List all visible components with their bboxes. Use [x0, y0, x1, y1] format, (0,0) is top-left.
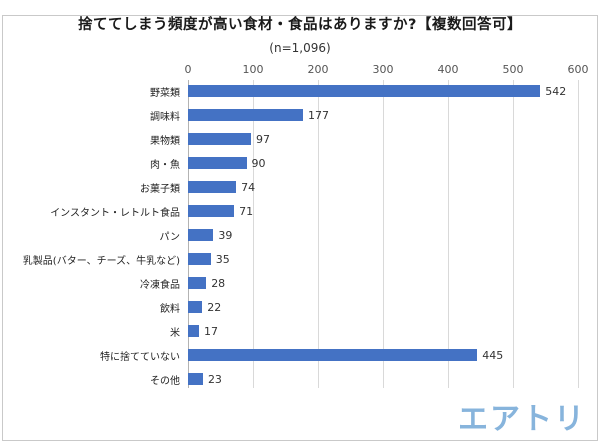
bar-row: 調味料 177	[0, 103, 600, 127]
bar-track: 17	[188, 325, 578, 337]
value-label: 97	[256, 132, 271, 146]
category-label: 米	[170, 327, 180, 339]
bar-row: 米 17	[0, 319, 600, 343]
bar-track: 542	[188, 85, 578, 97]
x-tick-label: 300	[372, 63, 394, 76]
bar-row: インスタント・レトルト食品 71	[0, 199, 600, 223]
bar	[188, 157, 247, 169]
category-label: その他	[150, 375, 180, 387]
bar-row: お菓子類 74	[0, 175, 600, 199]
bar-chart: 0 100 200 300 400 500 600 野菜類 542 調味料 177 果物類 97 肉・魚…	[0, 63, 600, 391]
bar	[188, 109, 304, 121]
value-label: 90	[251, 156, 266, 170]
x-tick-label: 600	[567, 63, 589, 76]
bar-row: 冷凍食品 28	[0, 271, 600, 295]
bar-row: 飲料 22	[0, 295, 600, 319]
bar	[188, 253, 211, 265]
value-label: 74	[241, 180, 256, 194]
bar	[188, 85, 541, 97]
category-label: インスタント・レトルト食品	[50, 207, 180, 219]
bar-row: 果物類 97	[0, 127, 600, 151]
category-label: パン	[159, 231, 181, 243]
value-label: 177	[308, 108, 330, 122]
category-label: 乳製品(バター、チーズ、牛乳など)	[22, 255, 180, 267]
category-label: 野菜類	[150, 87, 180, 99]
bar-row: 特に捨てていない 445	[0, 343, 600, 367]
bar-track: 39	[188, 229, 578, 241]
gridline	[447, 80, 449, 388]
value-label: 445	[482, 348, 504, 362]
x-tick-label: 0	[184, 63, 192, 76]
bar	[188, 133, 252, 145]
x-tick-label: 100	[242, 63, 264, 76]
bar-track: 445	[188, 349, 578, 361]
x-tick-label: 200	[307, 63, 329, 76]
gridline	[383, 80, 384, 388]
bar-track: 74	[188, 181, 578, 193]
bar-row: パン 39	[0, 223, 600, 247]
value-label: 22	[207, 300, 222, 314]
bar-track: 22	[188, 301, 578, 313]
category-label: お菓子類	[140, 183, 180, 195]
bar-row: 肉・魚 90	[0, 151, 600, 175]
x-tick-label: 400	[437, 63, 459, 76]
bar	[188, 373, 203, 385]
category-label: 調味料	[150, 111, 180, 123]
x-tick-label: 500	[502, 63, 524, 76]
plot-area: 野菜類 542 調味料 177 果物類 97 肉・魚 90 お菓子類 74 インスタント・レトルト食…	[0, 79, 600, 391]
airtrip-logo: エアトリ	[458, 402, 586, 437]
gridline	[578, 80, 579, 388]
bar-track: 97	[188, 133, 578, 145]
bar	[188, 229, 214, 241]
category-label: 果物類	[150, 135, 180, 147]
bar-track: 28	[188, 277, 578, 289]
value-label: 28	[211, 276, 226, 290]
bar-row: 野菜類 542	[0, 79, 600, 103]
bar	[188, 301, 203, 313]
category-label: 飲料	[160, 303, 180, 315]
bar	[188, 277, 207, 289]
value-label: 17	[204, 324, 219, 338]
bar-track: 35	[188, 253, 578, 265]
bar-track: 71	[188, 205, 578, 217]
value-label: 35	[215, 252, 230, 266]
value-label: 39	[218, 228, 233, 242]
bar	[188, 181, 237, 193]
bar	[188, 349, 478, 361]
bar-track: 90	[188, 157, 578, 169]
bar-track: 177	[188, 109, 578, 121]
chart-subtitle: (n=1,096)	[269, 41, 331, 55]
gridline	[513, 80, 514, 388]
value-label: 23	[207, 372, 222, 386]
category-label: 肉・魚	[150, 159, 180, 171]
bar-row: 乳製品(バター、チーズ、牛乳など) 35	[0, 247, 600, 271]
bar	[188, 205, 235, 217]
gridline	[317, 80, 319, 388]
chart-title: 捨ててしまう頻度が高い食材・食品はありますか?【複数回答可】	[78, 17, 522, 33]
category-label: 特に捨てていない	[100, 351, 180, 363]
value-label: 71	[239, 204, 254, 218]
bar-rows: 野菜類 542 調味料 177 果物類 97 肉・魚 90 お菓子類 74 インスタント・レトルト食…	[0, 79, 600, 391]
value-label: 542	[545, 84, 567, 98]
bar	[188, 325, 200, 337]
bar-row: その他 23	[0, 367, 600, 391]
category-label: 冷凍食品	[140, 279, 180, 291]
bar-track: 23	[188, 373, 578, 385]
gridline	[252, 80, 254, 388]
x-axis: 0 100 200 300 400 500 600	[184, 63, 589, 79]
